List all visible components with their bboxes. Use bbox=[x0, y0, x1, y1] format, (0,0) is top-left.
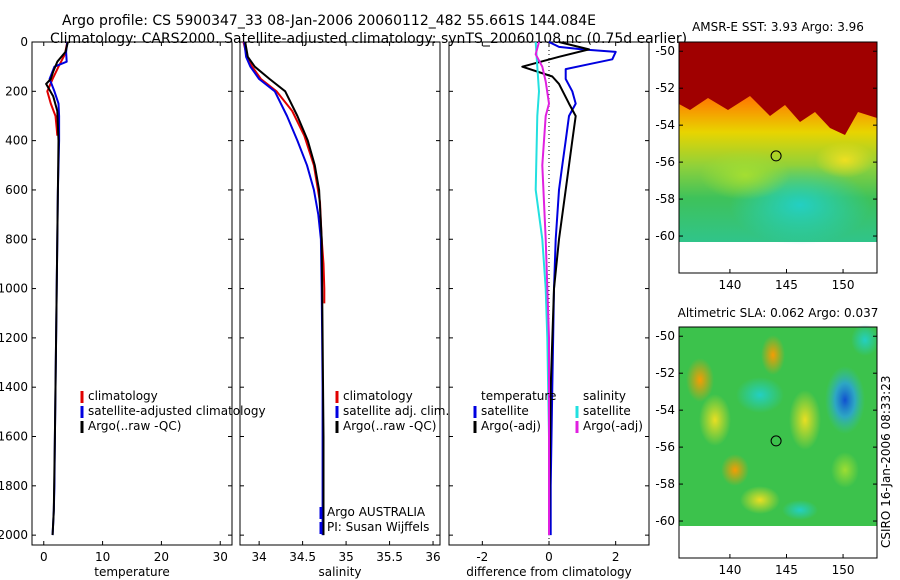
lat-tick-label: -60 bbox=[655, 514, 675, 528]
series-salinity-argo-adj bbox=[534, 41, 550, 536]
float-position-marker bbox=[770, 435, 782, 447]
sst-map-title: AMSR-E SST: 3.93 Argo: 3.96 bbox=[692, 20, 864, 34]
legend-label: Argo(-adj) bbox=[583, 419, 643, 433]
credit-stamp: CSIRO 16-Jan-2006 08:33:23 bbox=[879, 376, 893, 548]
lat-tick-label: -56 bbox=[655, 155, 675, 169]
salinity-x-axis-label: salinity bbox=[318, 565, 361, 579]
y-tick-label: 1800 bbox=[0, 479, 28, 493]
lat-tick-label: -58 bbox=[655, 477, 675, 491]
sla-low-region bbox=[825, 366, 865, 434]
lon-tick-label: 150 bbox=[832, 278, 855, 292]
x-tick-label: 30 bbox=[213, 550, 228, 564]
sla-map: Altimetric SLA: 0.062 Argo: 0.037 -50 -52… bbox=[655, 306, 879, 577]
lon-tick-label: 140 bbox=[718, 278, 741, 292]
lat-tick-label: -60 bbox=[655, 229, 675, 243]
lon-tick-label: 150 bbox=[832, 563, 855, 577]
legend-label: climatology bbox=[343, 389, 413, 403]
panel-temperature: 0 200 400 600 800 1000 1200 1400 1600 1800 2000 0 10… bbox=[0, 35, 266, 579]
x-tick-label: 0 bbox=[40, 550, 48, 564]
y-tick-label: 1400 bbox=[0, 380, 28, 394]
legend-label: satellite-adjusted climatology bbox=[88, 404, 266, 418]
y-tick-label: 800 bbox=[5, 232, 28, 246]
series-climatology bbox=[242, 41, 326, 304]
x-tick-label: 35 bbox=[338, 550, 353, 564]
float-position-marker bbox=[770, 150, 782, 162]
series-satellite-adj-clim bbox=[243, 41, 324, 536]
lon-tick-label: 140 bbox=[718, 563, 741, 577]
lat-tick-label: -52 bbox=[655, 81, 675, 95]
salinity-axes-frame bbox=[239, 41, 441, 546]
x-tick-label: 36 bbox=[425, 550, 440, 564]
legend-label: satellite bbox=[481, 404, 529, 418]
series-temperature-argo-adj bbox=[521, 41, 590, 536]
lat-tick-label: -54 bbox=[655, 403, 675, 417]
series-argo-raw-qc bbox=[244, 41, 325, 536]
sst-map-frame bbox=[678, 41, 878, 274]
figure-title: Argo profile: CS 5900347_33 08-Jan-2006 … bbox=[62, 13, 596, 29]
difference-x-axis-label: difference from climatology bbox=[466, 565, 632, 579]
lat-tick-label: -56 bbox=[655, 440, 675, 454]
lon-tick-label: 145 bbox=[775, 563, 798, 577]
y-tick-label: 200 bbox=[5, 84, 28, 98]
x-tick-label: -2 bbox=[476, 550, 488, 564]
series-temperature-satellite bbox=[548, 41, 617, 536]
lat-tick-label: -54 bbox=[655, 118, 675, 132]
sst-map: AMSR-E SST: 3.93 Argo: 3.96 -50 -52 -54 -56… bbox=[655, 20, 878, 292]
x-tick-label: 10 bbox=[95, 550, 110, 564]
temperature-x-axis-label: temperature bbox=[94, 565, 169, 579]
annotation-text: PI: Susan Wijffels bbox=[327, 520, 429, 534]
x-tick-label: 0 bbox=[545, 550, 553, 564]
y-tick-label: 400 bbox=[5, 134, 28, 148]
y-tick-label: 1000 bbox=[0, 282, 28, 296]
panel-salinity: 34 34.5 35 35.5 36 salinity climatologysatelli… bbox=[239, 41, 449, 579]
lat-tick-label: -52 bbox=[655, 366, 675, 380]
x-tick-label: 2 bbox=[612, 550, 620, 564]
y-tick-label: 1200 bbox=[0, 331, 28, 345]
sla-map-frame bbox=[678, 326, 878, 559]
y-tick-label: 2000 bbox=[0, 528, 28, 542]
y-tick-label: 600 bbox=[5, 183, 28, 197]
annotation-text: Argo AUSTRALIA bbox=[327, 505, 426, 519]
sla-map-title: Altimetric SLA: 0.062 Argo: 0.037 bbox=[678, 306, 879, 320]
temperature-axes-frame bbox=[31, 41, 233, 546]
legend-label: Argo(-adj) bbox=[481, 419, 541, 433]
series-salinity-satellite bbox=[534, 41, 550, 536]
x-tick-label: 34.5 bbox=[289, 550, 316, 564]
legend-title: temperature bbox=[481, 389, 556, 403]
legend-label: climatology bbox=[88, 389, 158, 403]
figure-subtitle: Climatology: CARS2000. Satellite-adjuste… bbox=[50, 31, 687, 47]
legend-label: satellite bbox=[583, 404, 631, 418]
lat-tick-label: -50 bbox=[655, 329, 675, 343]
legend-title: salinity bbox=[583, 389, 626, 403]
x-tick-label: 34 bbox=[251, 550, 266, 564]
y-tick-label: 0 bbox=[20, 35, 28, 49]
x-tick-label: 20 bbox=[154, 550, 169, 564]
legend-label: satellite adj. clim. bbox=[343, 404, 449, 418]
sst-warm-region bbox=[679, 42, 877, 135]
series-argo-raw-qc bbox=[45, 41, 69, 536]
legend-label: Argo(..raw -QC) bbox=[343, 419, 436, 433]
series-climatology bbox=[46, 41, 69, 136]
lon-tick-label: 145 bbox=[775, 278, 798, 292]
x-tick-label: 35.5 bbox=[376, 550, 403, 564]
legend-label: Argo(..raw -QC) bbox=[88, 419, 181, 433]
lat-tick-label: -58 bbox=[655, 192, 675, 206]
lat-tick-label: -50 bbox=[655, 44, 675, 58]
y-tick-label: 1600 bbox=[0, 430, 28, 444]
